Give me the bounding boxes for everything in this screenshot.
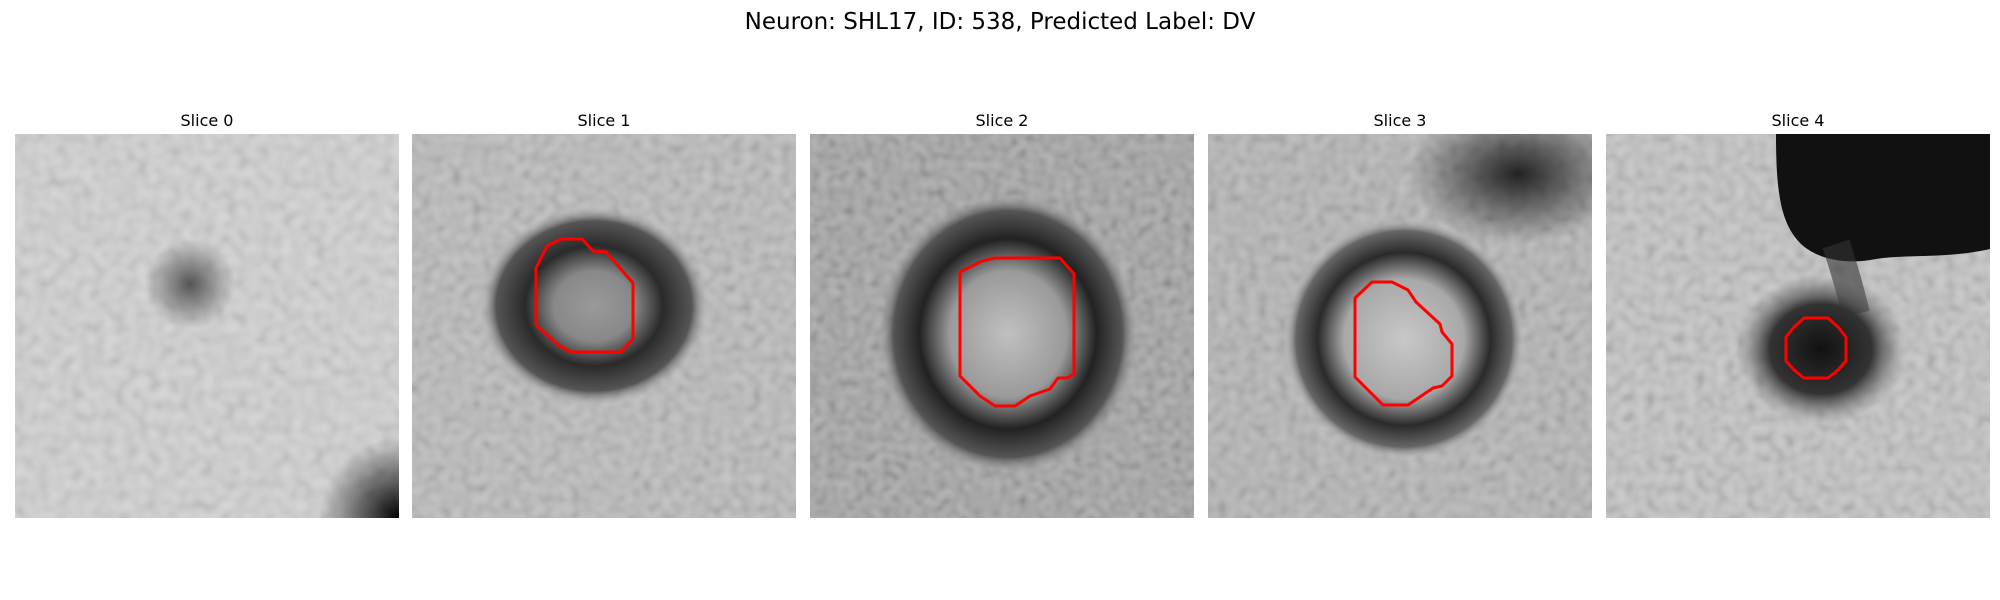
figure-title: Neuron: SHL17, ID: 538, Predicted Label:… <box>744 9 1256 35</box>
slice-image-3 <box>1208 134 1592 518</box>
slice-title-2: Slice 2 <box>975 111 1029 130</box>
slice-image-2 <box>810 134 1194 518</box>
slice-4-contour <box>1784 316 1848 380</box>
slice-title-3: Slice 3 <box>1373 111 1427 130</box>
slice-0-dark-spot <box>145 239 235 329</box>
slice-0-dark-corner <box>319 438 399 518</box>
slice-2-ring <box>878 194 1138 474</box>
slice-panel-2: Slice 2 <box>810 108 1194 518</box>
slice-title-0: Slice 0 <box>180 111 234 130</box>
slice-0-texture <box>15 134 399 518</box>
slice-4-dark-region <box>1776 134 1990 262</box>
slice-3-contour <box>1353 280 1454 407</box>
slice-panel-1: Slice 1 <box>412 108 796 518</box>
slice-panel-4: Slice 4 <box>1606 108 1990 518</box>
slice-image-0 <box>15 134 399 518</box>
slice-title-1: Slice 1 <box>577 111 631 130</box>
slice-3-dark-region <box>1408 134 1592 244</box>
slice-panel-0: Slice 0 <box>15 108 399 518</box>
slice-1-contour <box>534 237 635 354</box>
slice-image-4 <box>1606 134 1990 518</box>
slice-3-ring <box>1284 219 1524 459</box>
slice-image-1 <box>412 134 796 518</box>
slice-4-dark-blob <box>1736 274 1906 424</box>
slice-2-contour <box>958 256 1076 408</box>
slice-panel-3: Slice 3 <box>1208 108 1592 518</box>
slice-1-ring <box>479 206 709 406</box>
slice-title-4: Slice 4 <box>1771 111 1825 130</box>
